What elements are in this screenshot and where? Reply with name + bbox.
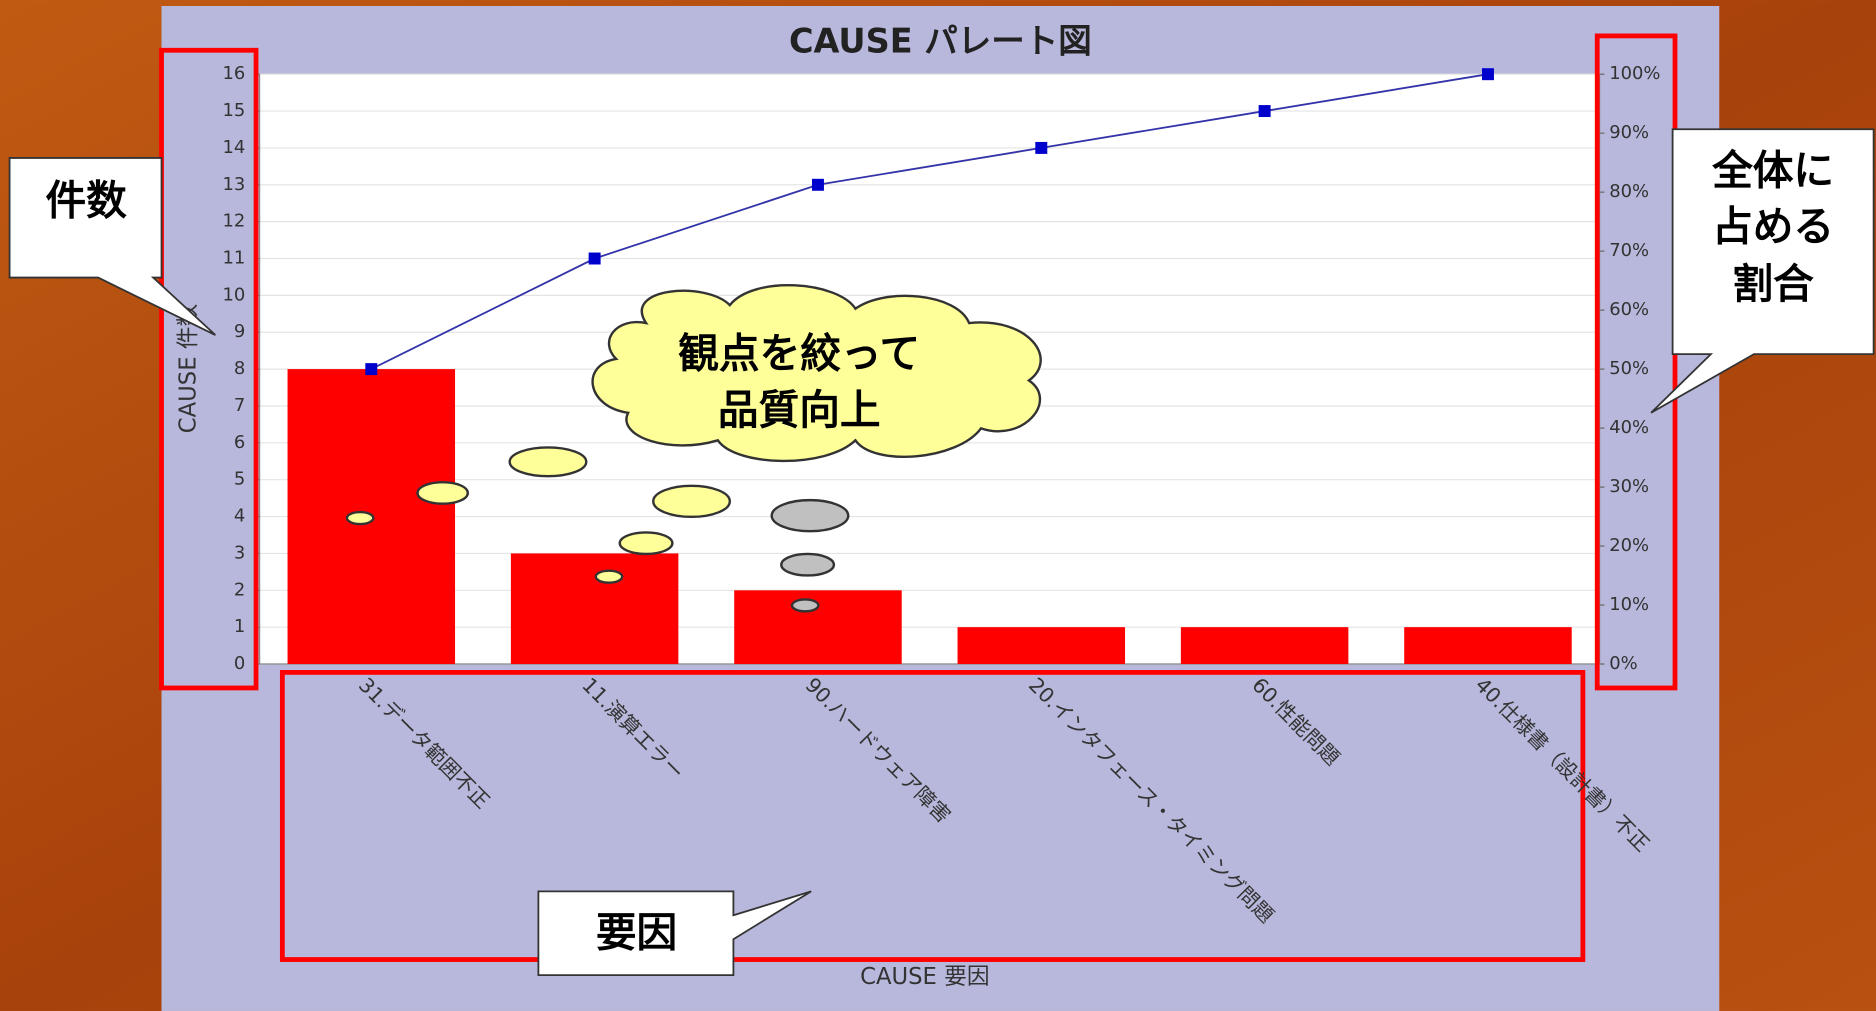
line (370, 73, 1489, 370)
marks (287, 68, 1572, 665)
y-tick-label: 16 (222, 63, 245, 84)
highlight-frame (279, 670, 1586, 962)
y-tick-label: 2 (234, 579, 245, 600)
y-tick-label: 6 (234, 432, 245, 453)
y-tick-label: 1 (234, 616, 245, 637)
line-marker (1258, 105, 1271, 118)
y2-tick-label: 60% (1609, 299, 1649, 320)
callout-text: 割合 (1732, 260, 1814, 308)
bar (734, 590, 902, 665)
y2-tick-label: 30% (1609, 476, 1649, 497)
thought-cloud (345, 284, 1042, 613)
y2-tick-label: 90% (1609, 122, 1649, 143)
callout-text: 全体に (1711, 146, 1834, 194)
grid (254, 73, 1605, 665)
x-axis-label: CAUSE 要因 (860, 964, 989, 990)
y-tick-label: 8 (234, 358, 245, 379)
bar (957, 627, 1126, 665)
line-marker (588, 252, 601, 265)
y-tick-label: 14 (222, 137, 245, 158)
callout-text: 占める (1712, 203, 1834, 251)
highlight-frame (1594, 33, 1678, 691)
y-tick-label: 15 (222, 100, 245, 121)
y2-tick-label: 40% (1609, 417, 1649, 438)
y-tick-label: 13 (222, 174, 245, 195)
bar (510, 553, 679, 665)
highlight-frame (159, 47, 259, 691)
line-marker (1035, 141, 1048, 154)
y2-tick-label: 70% (1609, 240, 1649, 261)
y2-tick-label: 20% (1609, 535, 1649, 556)
callout-text: 件数 (45, 176, 127, 224)
y2-tick-label: 80% (1609, 181, 1649, 202)
y2-tick-label: 0% (1609, 653, 1637, 674)
callout-text: 要因 (596, 909, 677, 957)
cloud-text: 品質向上 (718, 386, 881, 434)
y-tick-label: 4 (234, 506, 245, 527)
bar (1180, 627, 1349, 665)
y-tick-label: 0 (234, 653, 245, 674)
y-tick-label: 11 (222, 248, 245, 269)
y-tick-label: 9 (234, 321, 245, 342)
y2-tick-label: 10% (1609, 594, 1649, 615)
y-tick-label: 12 (222, 211, 245, 232)
callout-box (8, 157, 216, 336)
line-marker (365, 363, 378, 376)
y-tick-label: 10 (222, 284, 245, 305)
y-tick-label: 7 (234, 395, 245, 416)
y2-tick-label: 50% (1609, 358, 1649, 379)
bar (1404, 627, 1572, 665)
cloud-text: 観点を絞って (678, 330, 920, 378)
callout-box (537, 890, 812, 976)
callout-box (1650, 128, 1875, 414)
line-marker (1481, 68, 1494, 81)
y2-tick-label: 100% (1609, 63, 1660, 84)
line-marker (811, 178, 824, 191)
chart-title: CAUSE パレート図 (789, 22, 1092, 61)
y-tick-label: 3 (234, 542, 245, 563)
y-tick-label: 5 (234, 469, 245, 490)
